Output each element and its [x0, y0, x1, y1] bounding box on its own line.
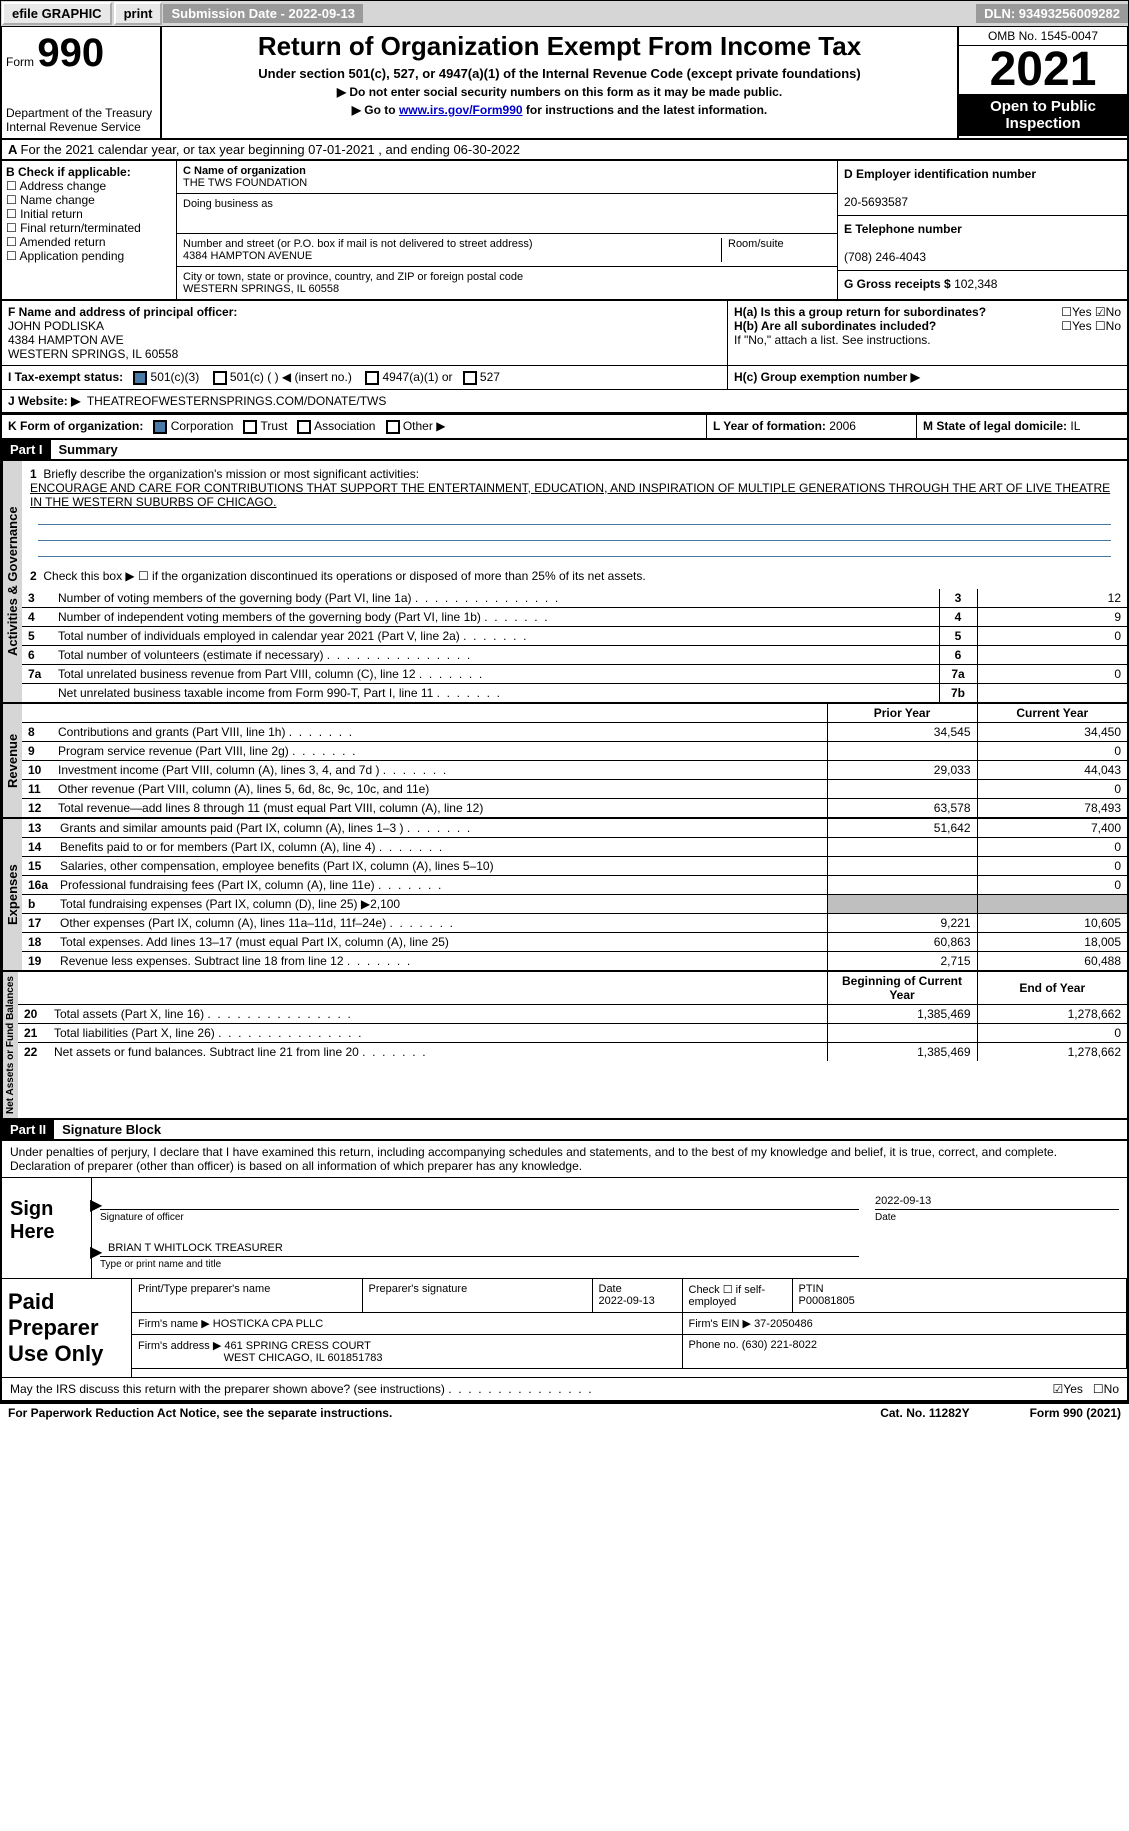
- vert-expenses: Expenses: [2, 819, 22, 970]
- addr-label: Number and street (or P.O. box if mail i…: [183, 238, 533, 250]
- chk-other[interactable]: [386, 420, 400, 434]
- chk-name-change[interactable]: ☐ Name change: [6, 193, 172, 207]
- gross-label: G Gross receipts $: [844, 277, 951, 291]
- part2-header: Part II Signature Block: [0, 1120, 1129, 1141]
- chk-trust[interactable]: [243, 420, 257, 434]
- chk-corp[interactable]: [153, 420, 167, 434]
- state-domicile: IL: [1070, 419, 1080, 433]
- revenue-table: Prior YearCurrent Year 8Contributions an…: [22, 704, 1127, 817]
- form-title: Return of Organization Exempt From Incom…: [172, 31, 947, 62]
- chk-initial-return[interactable]: ☐ Initial return: [6, 207, 172, 221]
- vert-netassets: Net Assets or Fund Balances: [2, 972, 18, 1118]
- vert-revenue: Revenue: [2, 704, 22, 817]
- print-button[interactable]: print: [114, 2, 163, 25]
- chk-4947[interactable]: [365, 371, 379, 385]
- sig-date-value: 2022-09-13: [875, 1195, 931, 1207]
- hb-note: If "No," attach a list. See instructions…: [734, 333, 1121, 347]
- chk-527[interactable]: [463, 371, 477, 385]
- chk-address-change[interactable]: ☐ Address change: [6, 179, 172, 193]
- year-formation: 2006: [829, 419, 856, 433]
- dba-label: Doing business as: [183, 198, 273, 210]
- preparer-table: Print/Type preparer's name Preparer's si…: [132, 1279, 1127, 1369]
- section-i: I Tax-exempt status: 501(c)(3) 501(c) ( …: [0, 366, 1129, 390]
- phone-label: E Telephone number: [844, 222, 962, 236]
- part1-body: Activities & Governance 1 Briefly descri…: [0, 461, 1129, 1120]
- form-subtitle: Under section 501(c), 527, or 4947(a)(1)…: [172, 66, 947, 81]
- section-bcdefg: B Check if applicable: ☐ Address change …: [0, 161, 1129, 301]
- addr-value: 4384 HAMPTON AVENUE: [183, 250, 312, 262]
- line1-label: Briefly describe the organization's miss…: [43, 467, 419, 481]
- chk-501c3[interactable]: [133, 371, 147, 385]
- section-b-header: B Check if applicable:: [6, 165, 172, 179]
- part1-header: Part I Summary: [0, 440, 1129, 461]
- line2-text: Check this box ▶ ☐ if the organization d…: [43, 569, 645, 583]
- section-j: J Website: ▶ THEATREOFWESTERNSPRINGS.COM…: [0, 390, 1129, 414]
- chk-amended-return[interactable]: ☐ Amended return: [6, 235, 172, 249]
- gross-value: 102,348: [954, 277, 997, 291]
- org-name: THE TWS FOUNDATION: [183, 177, 307, 189]
- section-klm: K Form of organization: Corporation Trus…: [0, 414, 1129, 440]
- dept-label: Department of the Treasury Internal Reve…: [6, 106, 156, 134]
- expenses-table: 13Grants and similar amounts paid (Part …: [22, 819, 1127, 970]
- open-inspection: Open to Public Inspection: [959, 94, 1127, 136]
- form-header: Form 990 Department of the Treasury Inte…: [0, 27, 1129, 140]
- city-label: City or town, state or province, country…: [183, 271, 523, 283]
- submission-date: Submission Date - 2022-09-13: [163, 4, 363, 23]
- discuss-row: May the IRS discuss this return with the…: [2, 1377, 1127, 1400]
- sig-name: BRIAN T WHITLOCK TREASURER: [108, 1242, 283, 1254]
- name-label: C Name of organization: [183, 165, 306, 177]
- netassets-table: Beginning of Current YearEnd of Year 20T…: [18, 972, 1127, 1061]
- perjury-declaration: Under penalties of perjury, I declare th…: [2, 1141, 1127, 1177]
- mission-text: ENCOURAGE AND CARE FOR CONTRIBUTIONS THA…: [30, 481, 1110, 509]
- irs-link[interactable]: www.irs.gov/Form990: [399, 103, 523, 117]
- paid-preparer-label: Paid Preparer Use Only: [2, 1279, 132, 1377]
- ha-label: H(a) Is this a group return for subordin…: [734, 305, 986, 319]
- chk-final-return[interactable]: ☐ Final return/terminated: [6, 221, 172, 235]
- signature-block: Under penalties of perjury, I declare th…: [0, 1141, 1129, 1402]
- footer-left: For Paperwork Reduction Act Notice, see …: [8, 1406, 392, 1420]
- phone-value: (708) 246-4043: [844, 250, 926, 264]
- tax-year: 2021: [959, 46, 1127, 94]
- chk-application-pending[interactable]: ☐ Application pending: [6, 249, 172, 263]
- ein-value: 20-5693587: [844, 195, 908, 209]
- sig-name-label: Type or print name and title: [100, 1259, 859, 1270]
- officer-label: F Name and address of principal officer:: [8, 305, 237, 319]
- chk-assoc[interactable]: [297, 420, 311, 434]
- sig-officer-label: Signature of officer: [100, 1212, 859, 1223]
- dln-label: DLN: 93493256009282: [976, 4, 1128, 23]
- hc-label: H(c) Group exemption number ▶: [734, 370, 920, 384]
- efile-button[interactable]: efile GRAPHIC: [2, 2, 112, 25]
- website-value: THEATREOFWESTERNSPRINGS.COM/DONATE/TWS: [87, 394, 387, 408]
- vert-activities: Activities & Governance: [2, 461, 22, 702]
- sig-date-label: Date: [875, 1212, 1119, 1223]
- section-fh: F Name and address of principal officer:…: [0, 301, 1129, 366]
- hb-label: H(b) Are all subordinates included?: [734, 319, 936, 333]
- footer-cat: Cat. No. 11282Y: [880, 1406, 969, 1420]
- officer-name: JOHN PODLISKA: [8, 319, 104, 333]
- form-number: 990: [37, 31, 104, 75]
- governance-table: 3Number of voting members of the governi…: [22, 589, 1127, 702]
- section-a: A For the 2021 calendar year, or tax yea…: [0, 140, 1129, 161]
- footer: For Paperwork Reduction Act Notice, see …: [0, 1402, 1129, 1422]
- footer-form: Form 990 (2021): [1030, 1406, 1121, 1420]
- chk-501c[interactable]: [213, 371, 227, 385]
- form-prefix: Form: [6, 55, 34, 69]
- ein-label: D Employer identification number: [844, 167, 1036, 181]
- officer-addr1: 4384 HAMPTON AVE: [8, 333, 124, 347]
- room-label: Room/suite: [721, 238, 831, 262]
- sign-here-label: Sign Here: [2, 1178, 92, 1278]
- topbar: efile GRAPHIC print Submission Date - 20…: [0, 0, 1129, 27]
- instr-ssn: ▶ Do not enter social security numbers o…: [172, 85, 947, 99]
- instr-goto: ▶ Go to www.irs.gov/Form990 for instruct…: [172, 103, 947, 117]
- city-value: WESTERN SPRINGS, IL 60558: [183, 283, 339, 295]
- officer-addr2: WESTERN SPRINGS, IL 60558: [8, 347, 178, 361]
